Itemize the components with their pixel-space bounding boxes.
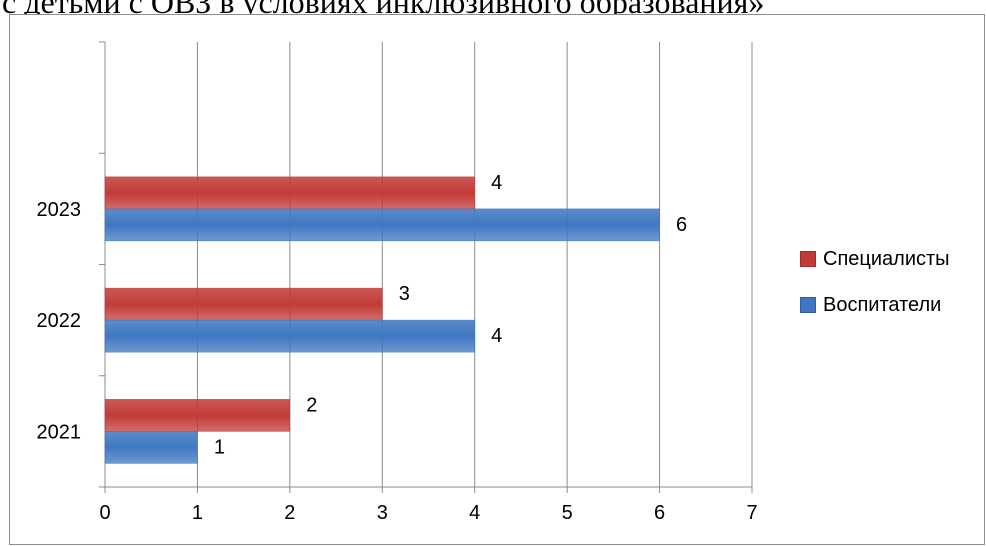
y-tick-label-2021: 2021 (37, 421, 82, 443)
data-label-specialists-2021: 2 (306, 394, 317, 416)
bar-educators-2023 (104, 208, 660, 242)
y-tick-label-2023: 2023 (37, 199, 82, 221)
legend-label-educators: Воспитатели (823, 293, 942, 316)
data-label-educators-2021: 1 (214, 436, 225, 458)
bar-educators-2021 (104, 431, 198, 464)
bar-educators-2022 (104, 319, 475, 353)
x-tick-label-0: 0 (99, 502, 110, 524)
x-tick-label-7: 7 (746, 502, 757, 524)
data-label-specialists-2023: 4 (491, 172, 502, 194)
bar-specialists-2022 (104, 287, 383, 321)
y-tick-label-2022: 2022 (37, 310, 82, 332)
bar-specialists-2023 (104, 176, 475, 210)
data-label-educators-2023: 6 (676, 214, 687, 236)
x-tick-label-3: 3 (377, 502, 388, 524)
x-tick-label-6: 6 (654, 502, 665, 524)
legend-item-educators: Воспитатели (800, 291, 950, 319)
x-tick-label-1: 1 (192, 502, 203, 524)
bar-specialists-2021 (104, 399, 291, 432)
data-label-specialists-2022: 3 (399, 283, 410, 305)
x-tick-label-5: 5 (562, 502, 573, 524)
legend-swatch-educators (800, 297, 816, 313)
data-label-educators-2022: 4 (491, 325, 502, 347)
legend-item-specialists: Специалисты (800, 245, 950, 273)
legend-swatch-specialists (800, 251, 816, 267)
legend-label-specialists: Специалисты (823, 247, 950, 270)
x-tick-label-2: 2 (284, 502, 295, 524)
legend: Специалисты Воспитатели (800, 245, 950, 337)
x-tick-label-4: 4 (469, 502, 480, 524)
